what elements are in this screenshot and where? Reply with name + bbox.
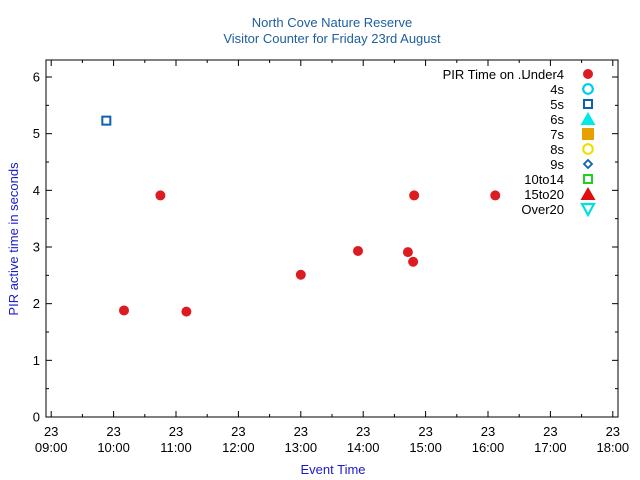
data-point-under4 — [490, 190, 501, 201]
x-tick-label-day: 23 — [106, 424, 120, 439]
x-tick-label-day: 23 — [169, 424, 183, 439]
x-tick-label-day: 23 — [356, 424, 370, 439]
chart-title: North Cove Nature Reserve — [252, 15, 412, 30]
legend-marker — [582, 143, 594, 155]
x-axis: 2309:002310:002311:002312:002313:002314:… — [35, 60, 629, 455]
legend-marker — [583, 174, 593, 184]
x-tick-label-day: 23 — [231, 424, 245, 439]
x-tick-label-day: 23 — [481, 424, 495, 439]
legend-title: PIR Time on .. — [443, 67, 525, 82]
data-point-under4 — [353, 245, 363, 256]
data-point-under4 — [402, 247, 413, 258]
legend-label: 10to14 — [524, 172, 564, 187]
data-points — [101, 115, 501, 317]
legend-label: 9s — [550, 157, 564, 172]
x-tick-label-time: 10:00 — [97, 440, 130, 455]
y-axis-label: PIR active time in seconds — [6, 162, 21, 316]
x-tick-label-time: 17:00 — [534, 440, 567, 455]
legend-marker — [583, 69, 593, 79]
x-tick-label-time: 16:00 — [472, 440, 505, 455]
legend-label: 6s — [550, 112, 564, 127]
legend-label: 4s — [550, 82, 564, 97]
x-axis-label: Event Time — [300, 462, 365, 477]
y-axis: 0 1 2 3 4 5 6 — [33, 70, 618, 425]
y-tick-label: 4 — [33, 183, 40, 198]
x-tick-label-time: 09:00 — [35, 440, 68, 455]
legend-marker — [582, 83, 594, 95]
legend-marker — [580, 112, 596, 125]
data-point-under4 — [295, 269, 306, 280]
legend-label: Under4 — [521, 67, 564, 82]
data-point-under4 — [408, 256, 419, 267]
legend-label: Over20 — [521, 202, 564, 217]
data-point-under4 — [155, 190, 166, 201]
data-point-under4 — [119, 305, 129, 316]
x-tick-label-day: 23 — [418, 424, 432, 439]
x-tick-label-day: 23 — [294, 424, 308, 439]
legend-label: 7s — [550, 127, 564, 142]
legend-label: 5s — [550, 97, 564, 112]
data-point-under4 — [181, 306, 192, 317]
x-tick-label-time: 14:00 — [347, 440, 380, 455]
y-tick-label: 6 — [33, 70, 40, 85]
chart-subtitle: Visitor Counter for Friday 23rd August — [223, 31, 441, 46]
y-tick-label: 2 — [33, 296, 40, 311]
legend-label: 8s — [550, 142, 564, 157]
x-tick-label-time: 18:00 — [597, 440, 630, 455]
y-tick-label: 0 — [33, 410, 40, 425]
x-tick-label-day: 23 — [44, 424, 58, 439]
data-point-5s — [101, 115, 112, 126]
plot-frame — [45, 59, 619, 418]
x-tick-label-day: 23 — [606, 424, 620, 439]
x-tick-label-time: 15:00 — [409, 440, 442, 455]
legend: PIR Time on ..Under44s5s6s7s8s9s10to1415… — [443, 67, 596, 218]
y-tick-label: 1 — [33, 353, 40, 368]
legend-marker — [583, 99, 593, 109]
legend-marker — [582, 158, 594, 170]
x-tick-label-time: 12:00 — [222, 440, 255, 455]
legend-label: 15to20 — [524, 187, 564, 202]
data-point-under4 — [409, 190, 420, 201]
legend-marker — [580, 187, 596, 200]
legend-marker — [580, 202, 596, 218]
x-tick-label-time: 11:00 — [160, 440, 192, 455]
x-tick-label-day: 23 — [543, 424, 557, 439]
y-tick-label: 3 — [33, 240, 40, 255]
y-tick-label: 5 — [33, 126, 40, 141]
legend-marker — [582, 128, 594, 140]
x-tick-label-time: 13:00 — [285, 440, 318, 455]
